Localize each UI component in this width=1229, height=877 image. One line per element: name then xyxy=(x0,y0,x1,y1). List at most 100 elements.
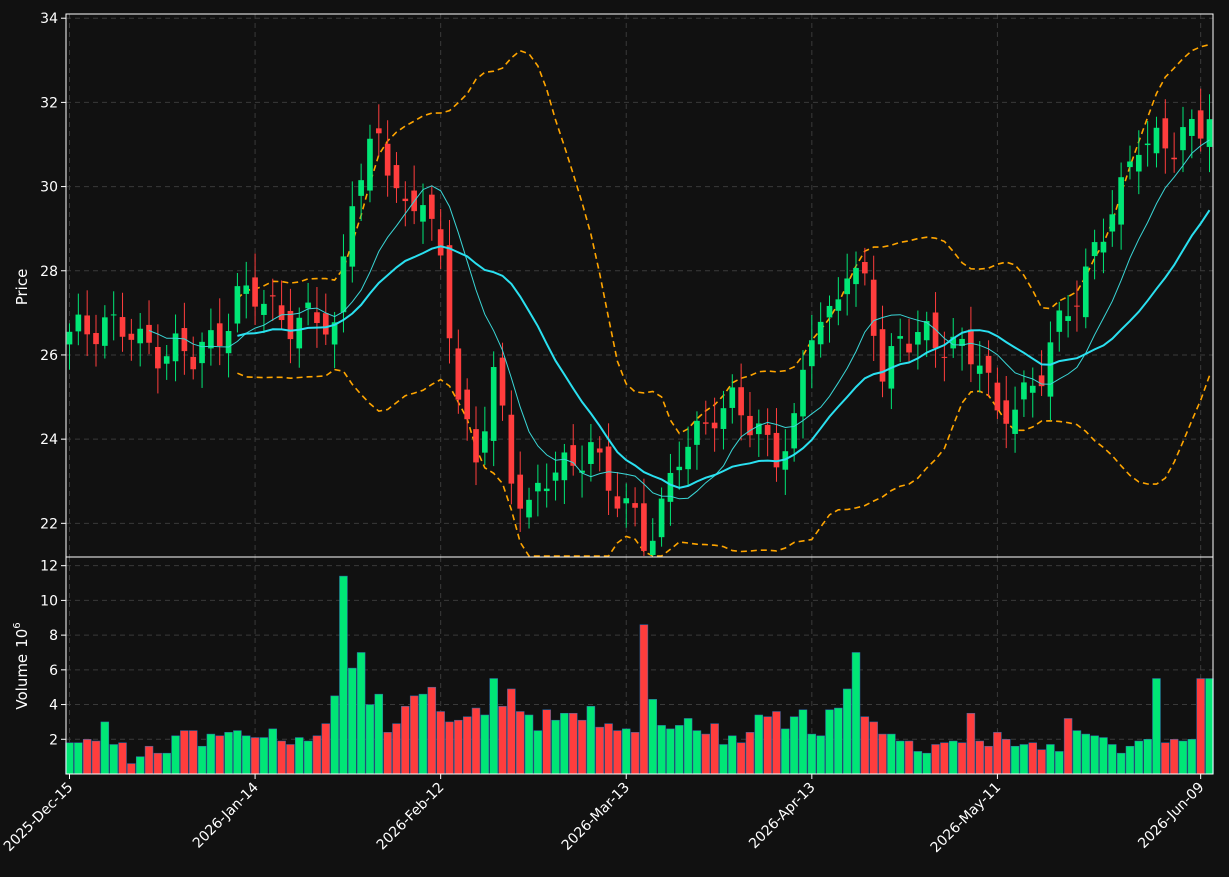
candle-body xyxy=(738,387,744,416)
volume-bar xyxy=(507,688,516,775)
candle-body xyxy=(331,322,338,345)
candle-body xyxy=(1100,241,1107,253)
volume-bar xyxy=(701,733,710,775)
volume-bar xyxy=(180,730,189,775)
volume-bar xyxy=(454,719,463,775)
candle-body xyxy=(155,346,161,369)
volume-tick-label: 2 xyxy=(49,732,58,748)
candle-body xyxy=(278,305,285,321)
ma-slow-line xyxy=(237,209,1211,489)
volume-bar xyxy=(489,678,498,775)
candle-body xyxy=(322,313,329,335)
volume-bar xyxy=(913,751,923,775)
volume-bar xyxy=(1019,744,1029,775)
volume-bar xyxy=(1002,739,1011,775)
candle-body xyxy=(473,429,479,463)
volume-bar xyxy=(250,737,260,775)
volume-bar xyxy=(233,730,242,775)
volume-bar xyxy=(922,752,931,775)
candle-body xyxy=(1144,143,1151,146)
volume-bar xyxy=(763,716,772,775)
volume-bar xyxy=(524,714,534,775)
candle-body xyxy=(146,324,152,343)
volume-bar xyxy=(206,733,216,775)
volume-bar xyxy=(816,735,825,775)
volume-bar xyxy=(834,707,843,775)
volume-tick-label: 6 xyxy=(49,663,58,679)
volume-bar xyxy=(1046,744,1055,775)
volume-tick-label: 12 xyxy=(40,559,58,575)
volume-bar xyxy=(471,707,481,775)
volume-tick-label: 8 xyxy=(49,628,58,644)
candle-body xyxy=(596,448,603,453)
candle-body xyxy=(420,205,426,222)
candle-body xyxy=(623,498,630,504)
candle-body xyxy=(543,488,550,492)
volume-bar xyxy=(82,739,92,775)
candle-body xyxy=(128,333,135,340)
volume-bar xyxy=(100,721,110,775)
volume-bar xyxy=(127,763,136,775)
volume-bar xyxy=(1125,745,1135,775)
volume-bar xyxy=(462,716,472,775)
volume-bar xyxy=(1099,737,1108,775)
volume-bar xyxy=(975,740,984,775)
candle-body xyxy=(747,415,753,436)
candle-body xyxy=(605,446,612,491)
volume-bar xyxy=(295,737,304,775)
candle-body xyxy=(959,338,965,346)
volume-bar xyxy=(1063,718,1073,775)
candle-body xyxy=(579,470,585,473)
candle-body xyxy=(658,498,665,538)
candle-body xyxy=(1109,214,1116,232)
volume-bar xyxy=(286,744,295,775)
candle-body xyxy=(490,367,497,441)
candle-body xyxy=(93,333,99,345)
candle-body xyxy=(190,356,197,370)
candle-body xyxy=(1197,110,1204,139)
candle-body xyxy=(915,332,921,345)
candle-body xyxy=(181,328,188,352)
volume-bar xyxy=(144,745,154,775)
volume-bar xyxy=(171,735,180,775)
volume-bar xyxy=(754,714,764,775)
candle-body xyxy=(853,267,859,285)
volume-bar xyxy=(1072,730,1082,775)
candle-body xyxy=(755,423,762,435)
candle-body xyxy=(950,336,957,349)
volume-bar xyxy=(692,730,702,775)
candle-body xyxy=(464,389,470,420)
price-tick-label: 28 xyxy=(40,264,58,280)
volume-bar xyxy=(383,732,392,775)
candle-body xyxy=(1047,342,1054,397)
volume-bar xyxy=(312,735,322,775)
volume-bar xyxy=(648,699,657,775)
candle-body xyxy=(729,387,736,408)
volume-axis: 2 4 6 8 10 12 xyxy=(40,559,66,748)
lower-band-line xyxy=(237,368,1211,557)
candle-body xyxy=(720,408,727,429)
candle-body xyxy=(1012,409,1018,434)
candle-body xyxy=(208,330,214,349)
candle-body xyxy=(499,357,506,406)
volume-bar xyxy=(109,744,118,775)
volume-axis-label: Volume 106 xyxy=(12,622,31,709)
candle-body xyxy=(826,305,833,318)
volume-bar xyxy=(940,742,949,775)
volume-bar xyxy=(533,730,543,775)
candle-body xyxy=(296,317,303,349)
ma-fast-line xyxy=(148,139,1210,500)
candle-body xyxy=(1091,242,1098,257)
volume-bar xyxy=(356,652,366,775)
candle-body xyxy=(614,496,621,509)
candle-body xyxy=(711,422,718,429)
candle-body xyxy=(216,323,223,347)
price-axis-label: Price xyxy=(13,269,31,306)
candle-body xyxy=(482,431,488,453)
volume-bar xyxy=(719,744,728,775)
volume-bar xyxy=(74,742,83,775)
candle-body xyxy=(552,472,559,481)
volume-bar xyxy=(162,752,171,775)
candle-body xyxy=(437,229,444,256)
